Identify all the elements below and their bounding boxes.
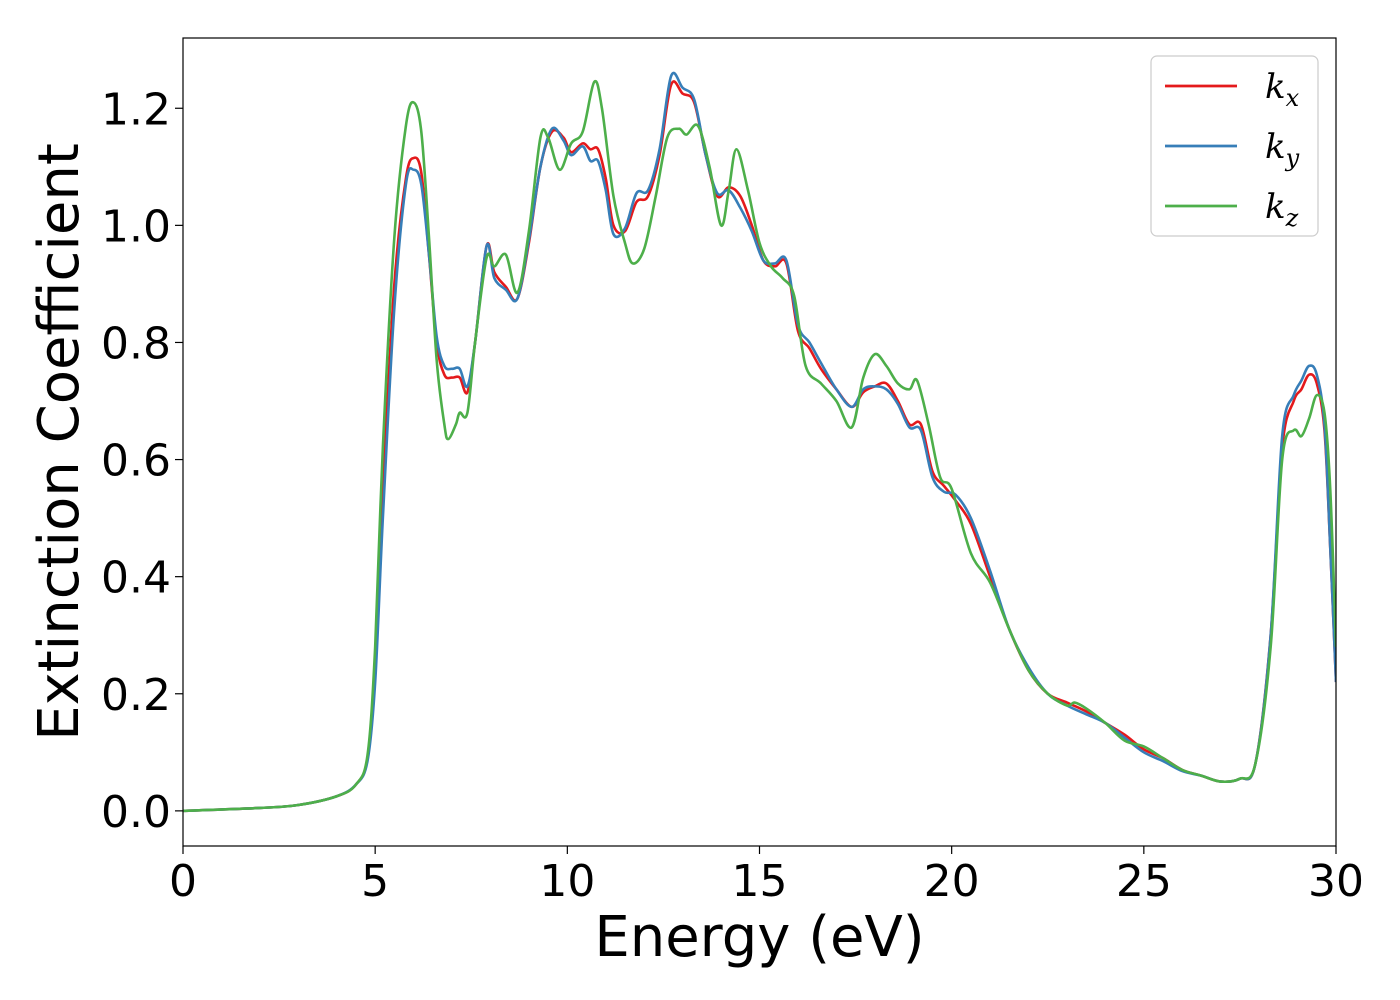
x-tick-label: 15 (732, 856, 788, 907)
legend-label: kz (1265, 187, 1299, 232)
x-tick-label: 0 (169, 856, 197, 907)
y-axis-ticks: 0.0 0.2 0.4 0.6 0.8 1.0 1.2 (101, 84, 183, 838)
plot-frame (182, 37, 1337, 847)
legend-label: kx (1265, 67, 1300, 112)
series-line-kz (183, 79, 1336, 813)
x-tick-label: 30 (1308, 856, 1364, 907)
y-tick-label: 1.2 (101, 84, 171, 135)
plot-area (183, 71, 1336, 813)
legend-label: ky (1265, 127, 1300, 172)
x-tick-label: 10 (539, 856, 595, 907)
x-tick-label: 5 (361, 856, 389, 907)
x-axis-label: Energy (eV) (594, 905, 924, 970)
y-tick-label: 0.0 (101, 787, 171, 838)
x-tick-label: 25 (1116, 856, 1172, 907)
x-tick-label: 20 (924, 856, 980, 907)
x-axis-ticks: 0 5 10 15 20 25 30 (169, 846, 1364, 907)
y-axis-label: Extinction Coefficient (27, 143, 92, 741)
y-tick-label: 0.2 (101, 670, 171, 721)
y-tick-label: 1.0 (101, 201, 171, 252)
legend: kx ky kz (1150, 55, 1319, 237)
y-tick-label: 0.6 (101, 436, 171, 487)
y-tick-label: 0.4 (101, 553, 171, 604)
y-tick-label: 0.8 (101, 318, 171, 369)
